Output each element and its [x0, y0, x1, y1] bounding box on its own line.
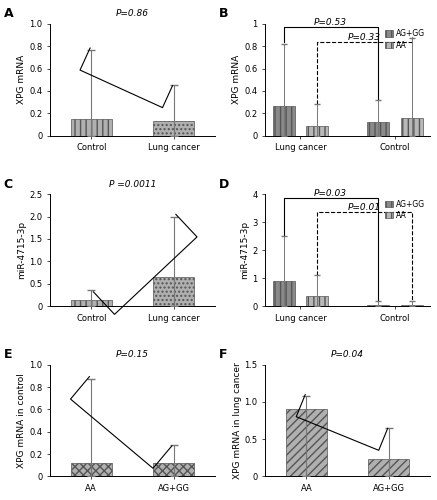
Legend: AG+GG, AA: AG+GG, AA [383, 198, 426, 222]
Bar [401, 118, 423, 136]
Bar [153, 121, 194, 136]
Bar [273, 106, 295, 136]
Bar [367, 304, 389, 306]
Text: B: B [219, 7, 229, 20]
Bar [401, 304, 423, 306]
Bar [368, 460, 409, 476]
Y-axis label: XPG mRNA: XPG mRNA [17, 55, 26, 104]
Bar [306, 296, 328, 306]
Text: A: A [4, 7, 14, 20]
Y-axis label: miR-4715-3p: miR-4715-3p [240, 221, 249, 279]
Bar [273, 281, 295, 306]
Text: P=0.04: P=0.04 [331, 350, 364, 359]
Text: C: C [4, 178, 13, 190]
Bar [367, 122, 389, 136]
Text: P =0.0011: P =0.0011 [109, 180, 156, 188]
Y-axis label: miR-4715-3p: miR-4715-3p [17, 221, 27, 279]
Bar [286, 410, 327, 476]
Text: P=0.03: P=0.03 [314, 188, 347, 198]
Bar [306, 126, 328, 136]
Text: F: F [219, 348, 227, 361]
Bar [153, 463, 194, 476]
Text: P=0.01: P=0.01 [348, 203, 381, 212]
Bar [71, 300, 112, 306]
Text: P=0.33: P=0.33 [348, 33, 381, 42]
Bar [71, 463, 112, 476]
Text: E: E [4, 348, 12, 361]
Text: P=0.53: P=0.53 [314, 18, 347, 28]
Y-axis label: XPG mRNA: XPG mRNA [232, 55, 241, 104]
Y-axis label: XPG mRNA in lung cancer: XPG mRNA in lung cancer [232, 362, 242, 479]
Legend: AG+GG, AA: AG+GG, AA [383, 28, 426, 51]
Text: D: D [219, 178, 229, 190]
Text: P=0.15: P=0.15 [116, 350, 149, 359]
Text: P=0.86: P=0.86 [116, 10, 149, 18]
Bar [153, 277, 194, 306]
Y-axis label: XPG mRNA in control: XPG mRNA in control [17, 373, 26, 468]
Bar [71, 119, 112, 136]
